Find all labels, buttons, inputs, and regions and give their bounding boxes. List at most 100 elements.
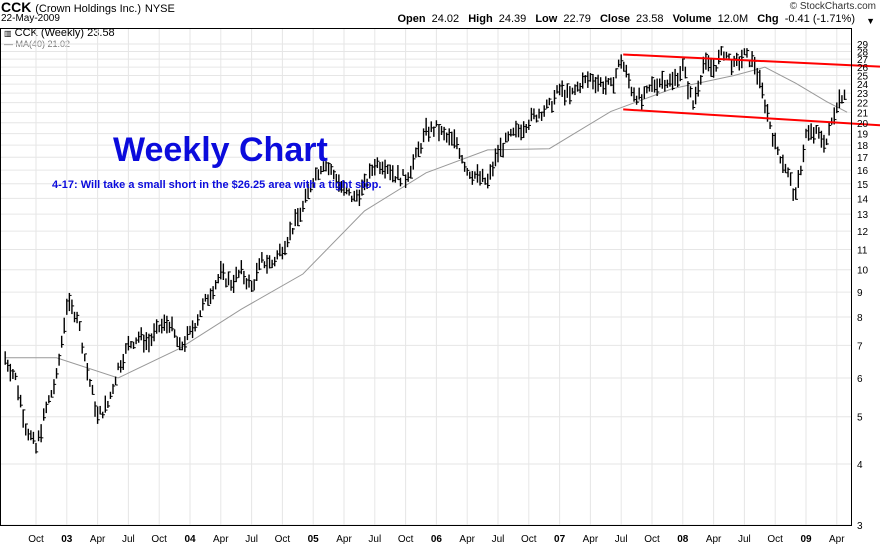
price-bar [179, 337, 182, 351]
dropdown-arrow-icon[interactable]: ▼ [866, 16, 875, 26]
price-bar [774, 132, 778, 150]
price-bar [304, 188, 308, 203]
price-bar [412, 154, 416, 170]
price-bar [386, 164, 390, 174]
price-bar [471, 170, 475, 185]
price-bar [19, 394, 23, 408]
price-bar [99, 405, 103, 415]
price-bar [489, 164, 493, 180]
price-bar [235, 266, 239, 283]
legend-price: ▥ CCK (Weekly) 23.58 [4, 28, 115, 39]
price-bar [191, 320, 195, 339]
price-bar [440, 125, 444, 135]
price-bar [525, 123, 529, 133]
price-bar [76, 311, 80, 324]
price-bar [232, 274, 236, 293]
price-bar [484, 177, 488, 185]
price-bar [587, 71, 591, 88]
price-bar [107, 400, 111, 408]
price-bar [261, 252, 265, 263]
x-tick-label: Oct [644, 534, 660, 545]
price-bar [569, 86, 573, 105]
price-bar [810, 123, 814, 140]
price-bar [351, 195, 354, 203]
price-bar [795, 187, 798, 200]
price-bar [538, 108, 542, 119]
y-tick-label: 22 [857, 99, 869, 110]
price-bar [553, 89, 557, 105]
price-bar [27, 428, 31, 441]
volume-label: Volume [672, 13, 712, 25]
price-bar [469, 171, 472, 179]
price-bar [402, 169, 406, 176]
price-bar [761, 82, 765, 99]
price-bar [487, 173, 490, 189]
price-bar [204, 293, 208, 302]
brand-logo: © StockCharts.com [789, 1, 876, 12]
price-bar [397, 165, 401, 181]
x-tick-label: Oct [398, 534, 414, 545]
x-tick-label: Apr [583, 534, 599, 545]
price-bar [348, 188, 352, 196]
price-bar [45, 401, 49, 414]
low-label: Low [535, 13, 558, 25]
price-bar [571, 87, 575, 95]
x-tick-label: 05 [308, 534, 320, 545]
x-tick-label: Apr [90, 534, 106, 545]
open-label: Open [397, 13, 426, 25]
price-bar [694, 86, 698, 105]
price-bar [651, 76, 655, 92]
price-bar [338, 174, 342, 192]
price-bar [625, 64, 629, 78]
price-bar [828, 121, 832, 136]
price-bar [410, 165, 413, 179]
price-bar [404, 174, 408, 188]
price-bar [494, 148, 498, 167]
y-tick-label: 24 [857, 80, 869, 91]
price-bar [594, 76, 598, 94]
price-bar [243, 270, 247, 285]
price-bar [689, 86, 693, 98]
price-bar [250, 280, 254, 292]
price-bar [89, 378, 93, 387]
price-bar [497, 144, 501, 163]
price-bar [68, 292, 72, 312]
trendline [623, 53, 880, 68]
price-bar [671, 71, 675, 91]
price-bar [589, 73, 593, 82]
price-bar [91, 384, 95, 395]
price-bar [333, 169, 336, 180]
y-tick-label: 17 [857, 153, 869, 164]
price-bar [751, 51, 755, 68]
price-bar [841, 95, 845, 104]
price-bar [535, 114, 539, 123]
price-bar [438, 124, 442, 142]
price-bar [558, 83, 562, 96]
price-bar [271, 259, 275, 269]
price-bar [615, 68, 619, 79]
price-bar [797, 169, 801, 188]
price-bar [530, 107, 534, 122]
price-bar [802, 144, 806, 163]
price-bar [217, 274, 221, 284]
price-bar [389, 164, 393, 181]
price-bar [227, 271, 231, 286]
price-bar [564, 89, 567, 106]
price-bar [374, 159, 377, 176]
price-bar [94, 401, 98, 417]
y-tick-label: 16 [857, 166, 869, 177]
price-bar [186, 326, 190, 341]
price-bar [743, 48, 747, 56]
price-bar [748, 60, 752, 68]
price-bar [777, 146, 780, 155]
exchange-name: NYSE [144, 3, 175, 15]
price-bar [435, 120, 439, 127]
y-tick-label: 26 [857, 63, 869, 74]
price-bar [117, 362, 121, 371]
price-bar [158, 324, 162, 333]
price-bar [274, 256, 277, 267]
price-bar [712, 59, 716, 78]
price-bar [17, 385, 21, 401]
price-bar [756, 67, 760, 85]
price-bar [53, 379, 57, 395]
